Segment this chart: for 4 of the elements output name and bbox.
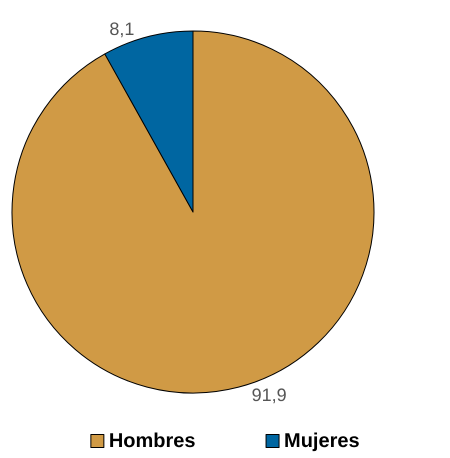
legend-label: Mujeres (284, 430, 360, 452)
legend-label: Hombres (108, 430, 196, 452)
data-label: 8,1 (109, 19, 134, 40)
data-label: 91,9 (252, 384, 287, 405)
